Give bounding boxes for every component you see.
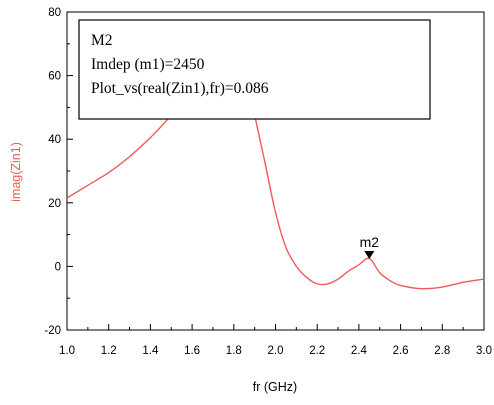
y-tick-label: 60 xyxy=(48,71,61,83)
x-tick-label: 2.4 xyxy=(351,345,368,357)
x-tick-label: 1.2 xyxy=(101,345,117,357)
marker-readout-box: M2 Imdep (m1)=2450 Plot_vs(real(Zin1),fr… xyxy=(78,19,431,120)
y-tick-label: 0 xyxy=(55,261,61,273)
x-tick-label: 1.8 xyxy=(226,345,242,357)
y-tick-label: 80 xyxy=(48,7,61,19)
marker-box-line-3: Plot_vs(real(Zin1),fr)=0.086 xyxy=(91,80,269,97)
y-axis-ticks: -20 0 20 40 60 80 xyxy=(44,7,73,337)
marker-layer: m2 xyxy=(360,234,380,260)
marker-m2-triangle xyxy=(364,251,375,260)
x-axis-title: fr (GHz) xyxy=(253,380,297,394)
x-tick-label: 1.4 xyxy=(142,345,159,357)
x-tick-label: 1.0 xyxy=(59,345,75,357)
y-tick-label: 40 xyxy=(48,134,61,146)
marker-box-line-2: Imdep (m1)=2450 xyxy=(91,56,205,73)
marker-box-line-1: M2 xyxy=(91,32,113,49)
x-tick-label: 3.0 xyxy=(476,345,492,357)
x-tick-label: 1.6 xyxy=(184,345,200,357)
x-axis-ticks: 1.0 1.2 1.4 1.6 1.8 2.0 2.2 2.4 2.6 2.8 3.0 xyxy=(59,324,492,357)
y-axis-title: imag(Zin1) xyxy=(9,142,23,202)
x-tick-label: 2.2 xyxy=(309,345,325,357)
y-tick-label: -20 xyxy=(44,325,61,337)
x-tick-label: 2.0 xyxy=(268,345,284,357)
y-tick-label: 20 xyxy=(48,198,61,210)
x-tick-label: 2.8 xyxy=(434,345,450,357)
marker-m2-label: m2 xyxy=(360,234,380,250)
x-tick-label: 2.6 xyxy=(393,345,409,357)
